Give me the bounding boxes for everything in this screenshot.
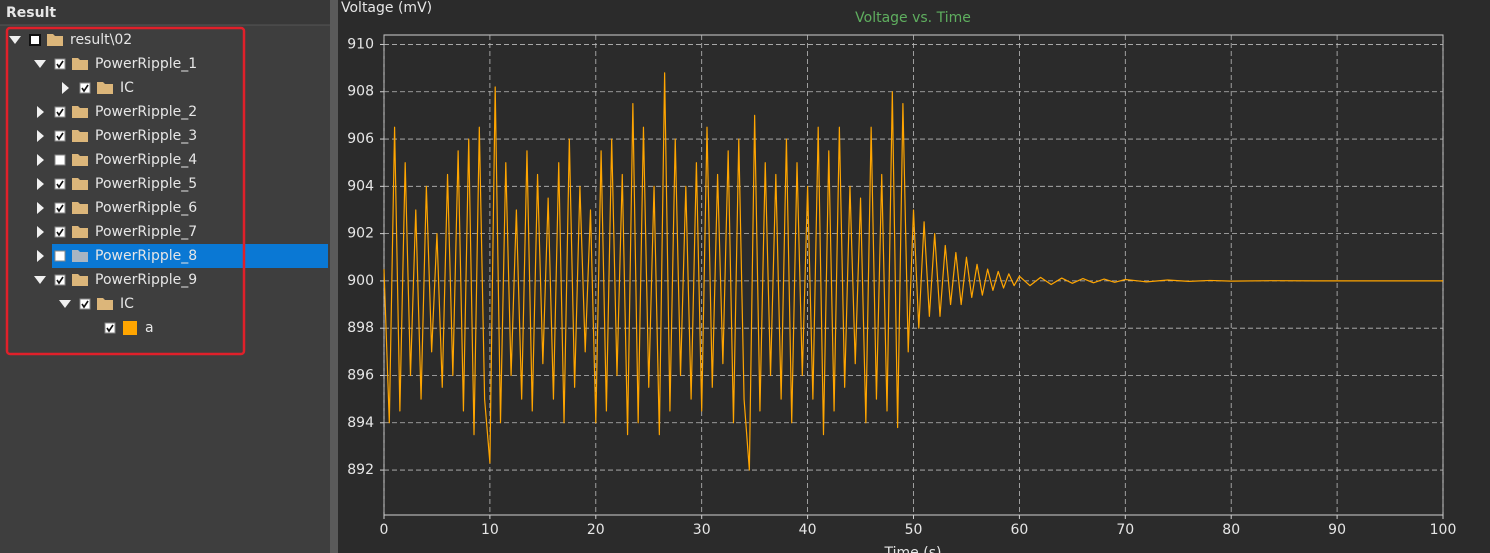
x-tick-label: 40 — [799, 522, 817, 538]
y-tick-label: 892 — [347, 462, 374, 478]
checkmark — [56, 108, 64, 117]
tree-label[interactable]: PowerRipple_9 — [95, 272, 197, 288]
highlight-box — [5, 26, 246, 356]
panel-header — [0, 0, 330, 25]
x-tick-label: 0 — [380, 522, 389, 538]
folder-icon — [72, 202, 88, 214]
x-tick-label: 80 — [1222, 522, 1240, 538]
series-icon — [123, 321, 137, 335]
chart-title: Voltage vs. Time — [855, 10, 971, 26]
checkmark — [56, 276, 64, 285]
y-tick-label: 910 — [347, 36, 374, 52]
checkmark — [81, 300, 89, 309]
x-tick-label: 70 — [1116, 522, 1134, 538]
checkbox[interactable] — [54, 202, 66, 214]
y-tick-label: 900 — [347, 273, 374, 289]
x-tick-label: 60 — [1010, 522, 1028, 538]
expand-arrow[interactable] — [37, 106, 44, 118]
tree-label[interactable]: result\02 — [70, 32, 132, 48]
x-tick-label: 20 — [587, 522, 605, 538]
checkmark — [56, 180, 64, 189]
x-tick-label: 30 — [693, 522, 711, 538]
checkbox[interactable] — [54, 130, 66, 142]
folder-icon — [72, 106, 88, 118]
expand-arrow[interactable] — [37, 130, 44, 142]
checkbox[interactable] — [54, 274, 66, 286]
splitter[interactable] — [330, 0, 338, 553]
x-tick-label: 50 — [905, 522, 923, 538]
tree-label[interactable]: IC — [120, 296, 134, 312]
collapse-arrow[interactable] — [34, 60, 46, 68]
tree-label[interactable]: PowerRipple_4 — [95, 152, 197, 168]
checkbox[interactable] — [104, 322, 116, 334]
checkbox[interactable] — [79, 82, 91, 94]
expand-arrow[interactable] — [62, 82, 69, 94]
checkbox[interactable] — [54, 226, 66, 238]
tree-label[interactable]: a — [145, 320, 154, 336]
checkmark — [56, 132, 64, 141]
expand-arrow[interactable] — [37, 226, 44, 238]
checkbox[interactable] — [54, 154, 66, 166]
collapse-arrow[interactable] — [59, 300, 71, 308]
folder-icon — [47, 34, 63, 46]
tree-label[interactable]: PowerRipple_3 — [95, 128, 197, 144]
folder-icon — [97, 298, 113, 310]
tree-label[interactable]: PowerRipple_5 — [95, 176, 197, 192]
selection — [52, 244, 328, 268]
y-tick-label: 904 — [347, 178, 374, 194]
x-tick-label: 100 — [1430, 522, 1457, 538]
tree: result\02 PowerRipple_1 IC PowerRipple_2 Pow… — [9, 32, 328, 336]
checkbox[interactable] — [79, 298, 91, 310]
checkmark — [56, 228, 64, 237]
y-tick-label: 902 — [347, 226, 374, 242]
checkmark — [56, 60, 64, 69]
checkbox[interactable] — [54, 250, 66, 262]
tree-label[interactable]: IC — [120, 80, 134, 96]
folder-icon — [72, 130, 88, 142]
tree-label[interactable]: PowerRipple_1 — [95, 56, 197, 72]
checkbox[interactable] — [54, 106, 66, 118]
tree-label[interactable]: PowerRipple_6 — [95, 200, 197, 216]
y-axis-label: Voltage (mV) — [341, 0, 432, 16]
y-tick-label: 894 — [347, 415, 374, 431]
expand-arrow[interactable] — [37, 250, 44, 262]
folder-icon — [72, 58, 88, 70]
folder-icon — [72, 178, 88, 190]
tree-label[interactable]: PowerRipple_8 — [95, 248, 197, 264]
checkmark — [56, 204, 64, 213]
plot-area: 892 894 896 898 900 902 904 906 908 910 0 10 20 30 40 5… — [347, 34, 1457, 538]
collapse-arrow[interactable] — [9, 36, 21, 44]
expand-arrow[interactable] — [37, 178, 44, 190]
y-tick-label: 908 — [347, 84, 374, 100]
y-tick-label: 898 — [347, 320, 374, 336]
folder-icon — [72, 154, 88, 166]
tree-label[interactable]: PowerRipple_7 — [95, 224, 197, 240]
checkbox[interactable] — [54, 58, 66, 70]
folder-icon — [72, 250, 88, 262]
tree-label[interactable]: PowerRipple_2 — [95, 104, 197, 120]
collapse-arrow[interactable] — [34, 276, 46, 284]
folder-icon — [72, 226, 88, 238]
checkmark — [106, 324, 114, 333]
x-tick-label: 90 — [1328, 522, 1346, 538]
expand-arrow[interactable] — [37, 154, 44, 166]
folder-icon — [97, 82, 113, 94]
expand-arrow[interactable] — [37, 202, 44, 214]
folder-icon — [72, 274, 88, 286]
checkbox[interactable] — [29, 34, 41, 46]
y-tick-label: 906 — [347, 131, 374, 147]
panel-title: Result — [6, 5, 56, 21]
checkbox[interactable] — [54, 178, 66, 190]
x-axis-label: Time (s) — [884, 545, 942, 553]
checkmark — [81, 84, 89, 93]
x-tick-label: 10 — [481, 522, 499, 538]
voltage-line — [383, 72, 1443, 471]
y-tick-label: 896 — [347, 367, 374, 383]
